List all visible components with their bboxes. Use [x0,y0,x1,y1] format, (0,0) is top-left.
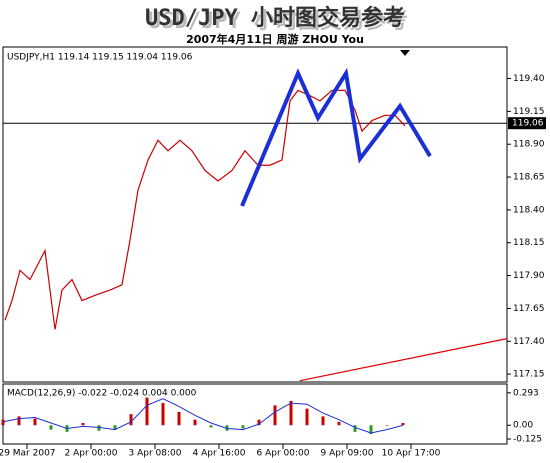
macd-bar [1,419,5,426]
macd-bar [305,408,309,426]
x-tick-label: 10 Apr 17:00 [382,449,441,459]
y-tick-label: 118.65 [513,173,545,183]
macd-bar [81,423,85,426]
y-tick-label: 0.00 [513,421,533,431]
macd-bar [337,421,341,426]
macd-bar [225,425,229,431]
annotation-line [240,67,432,207]
y-tick-label: 117.15 [513,370,545,380]
macd-bar [353,425,357,432]
macd-bar [113,425,117,430]
macd-bar [49,425,53,430]
macd-bar [209,425,213,428]
x-tick-label: 4 Apr 16:00 [193,449,246,459]
y-tick-label: 119.15 [513,107,545,117]
main-panel [2,46,508,383]
y-tick-label: 119.40 [513,74,545,84]
y-tick-label: 118.15 [513,238,545,248]
price-line [4,89,406,330]
subtitle: 2007年4月11日 周游 ZHOU You [186,32,364,46]
last-price-label: 119.06 [512,119,544,129]
y-tick-label: 117.90 [513,271,545,281]
x-tick-label: 29 Mar 2007 [0,449,56,459]
macd-bar [369,425,373,435]
macd-bar [177,411,181,426]
signal-line [2,398,404,434]
main-header: USDJPY,H1 119.14 119.15 119.04 119.06 [7,53,193,63]
x-tick-label: 9 Apr 09:00 [321,449,374,459]
annotation-line [299,338,508,382]
y-tick-label: 117.40 [513,337,545,347]
y-tick-label: 118.40 [513,205,545,215]
x-tick-label: 6 Apr 00:00 [257,449,310,459]
chart-title: USD/JPY 小时图交易参考 [145,5,405,31]
last-price-box [508,117,546,130]
macd-bar [161,403,165,426]
macd-bar [97,425,101,431]
x-tick-label: 3 Apr 08:00 [129,449,182,459]
macd-bar [33,418,37,426]
macd-bar [257,419,261,426]
shift-marker [400,50,410,56]
x-tick-label: 2 Apr 00:00 [65,449,118,459]
macd-bar [401,423,405,426]
y-tick-label: -0.125 [513,435,542,445]
y-tick-label: 118.90 [513,140,545,150]
macd-bar [129,414,133,426]
macd-bar [289,400,293,426]
y-tick-label: 117.65 [513,304,545,314]
macd-bar [193,419,197,426]
title-shadow: USD/JPY 小时图交易参考 [148,8,408,34]
macd-bar [145,397,149,426]
macd-bar [385,425,389,426]
macd-panel [2,383,508,445]
y-tick-label: 0.293 [513,388,539,398]
macd-header: MACD(12,26,9) -0.022 -0.024 0.004 0.000 [7,389,197,399]
macd-bar [17,416,21,426]
macd-bar [321,416,325,426]
macd-bar [241,425,245,429]
macd-bar [273,405,277,426]
